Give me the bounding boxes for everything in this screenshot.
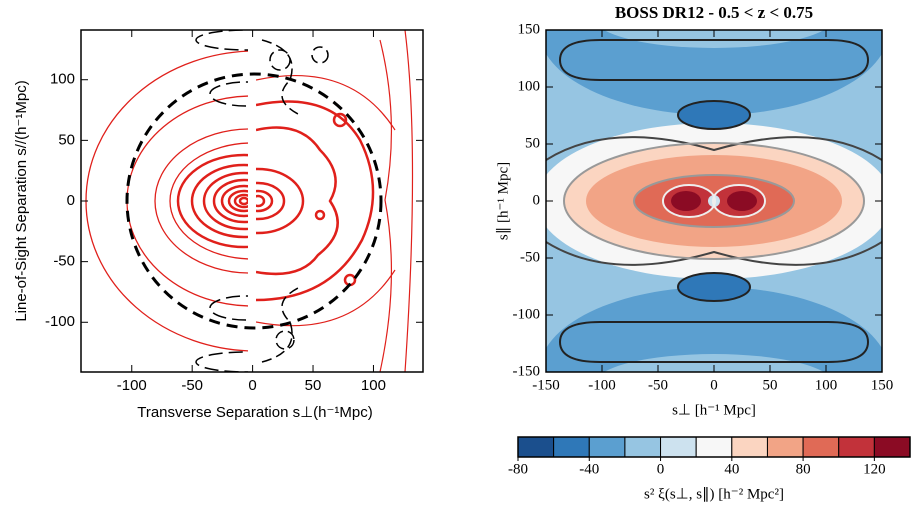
- colorbar-label: s² ξ(s⊥, s∥) [h⁻² Mpc²]: [644, 486, 784, 502]
- colorbar-segment: [624, 436, 662, 458]
- colorbar-segment: [873, 436, 911, 458]
- colorbar-segment: [766, 436, 804, 458]
- colorbar-segment: [802, 436, 840, 458]
- colorbar-segment: [588, 436, 626, 458]
- y-tick-label: 50: [525, 135, 540, 151]
- y-tick-label: 0: [533, 192, 541, 208]
- y-tick-label: 100: [50, 71, 75, 88]
- y-axis-label: Line-of-Sight Separation s//(h⁻¹Mpc): [13, 80, 30, 321]
- y-tick-label: -50: [53, 253, 75, 270]
- y-tick-label: -150: [513, 363, 541, 379]
- y-axis-label: s∥ [h⁻¹ Mpc]: [495, 162, 511, 240]
- colorbar-tick-label: 0: [657, 461, 665, 477]
- y-tick-label: 150: [518, 21, 541, 37]
- colorbar-segment: [838, 436, 875, 458]
- x-tick-label: 0: [248, 377, 256, 394]
- x-axis-label: Transverse Separation s⊥(h⁻¹Mpc): [137, 404, 373, 421]
- x-tick-label: -50: [181, 377, 203, 394]
- colorbar-tick-label: 40: [724, 461, 739, 477]
- x-tick-label: -100: [588, 377, 616, 393]
- x-tick-label: 100: [815, 377, 838, 393]
- y-tick-label: 0: [67, 192, 75, 209]
- y-tick-label: -100: [45, 313, 75, 330]
- colorbar-tick-label: -80: [508, 461, 528, 477]
- bao-circle: [125, 72, 383, 330]
- y-tick-label: 50: [58, 131, 75, 148]
- y-tick-label: 100: [518, 78, 541, 94]
- colorbar-tick-label: -40: [579, 461, 599, 477]
- colorbar-segment: [731, 436, 768, 458]
- colorbar-segment: [553, 436, 590, 458]
- colorbar-segment: [660, 436, 697, 458]
- y-tick-label: -50: [520, 249, 540, 265]
- x-tick-label: 50: [763, 377, 778, 393]
- x-tick-label: 150: [871, 377, 894, 393]
- x-tick-label: -150: [532, 377, 560, 393]
- x-tick-label: 0: [710, 377, 718, 393]
- x-tick-label: -50: [648, 377, 668, 393]
- y-tick-label: -100: [513, 306, 541, 322]
- colorbar-frame: [517, 436, 911, 458]
- colorbar-tick-label: 80: [796, 461, 811, 477]
- x-axis-label: s⊥ [h⁻¹ Mpc]: [672, 402, 756, 418]
- filled-contours: [546, 30, 882, 372]
- x-tick-label: 50: [305, 377, 322, 394]
- x-tick-label: 100: [361, 377, 386, 394]
- colorbar-segment: [695, 436, 733, 458]
- chart-title: BOSS DR12 - 0.5 < z < 0.75: [615, 3, 813, 22]
- colorbar-segment: [517, 436, 555, 458]
- x-tick-label: -100: [117, 377, 147, 394]
- panel-gap: [248, 30, 256, 372]
- colorbar-tick-label: 120: [863, 461, 886, 477]
